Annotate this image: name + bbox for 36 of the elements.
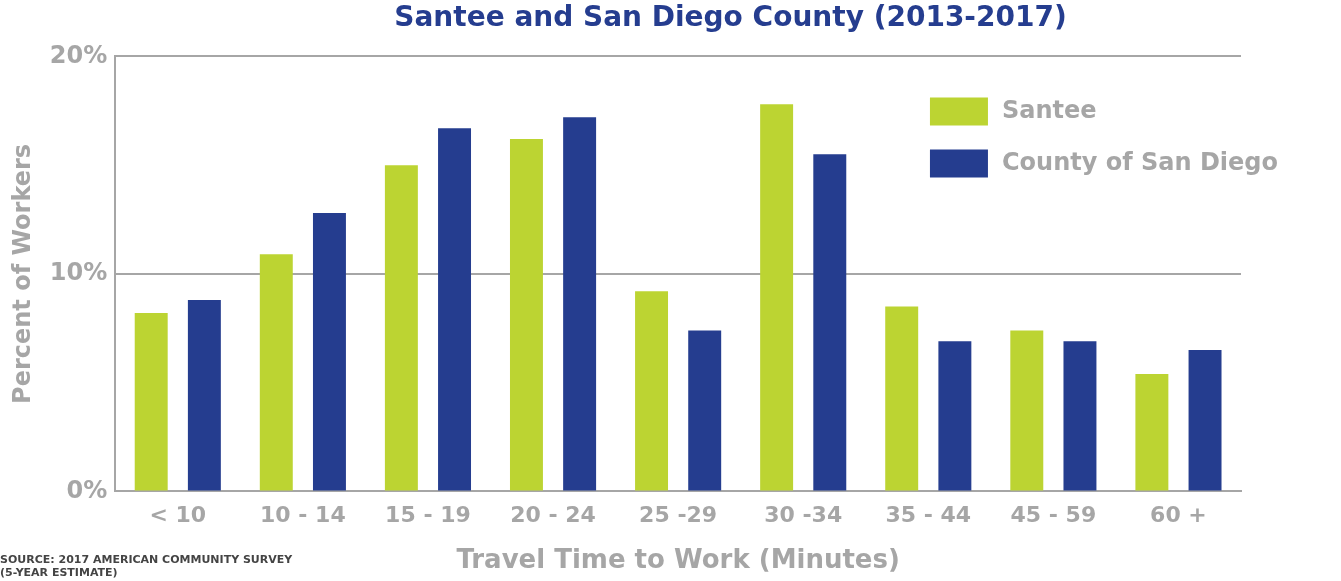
- bar: [813, 154, 847, 491]
- x-tick-label: 10 - 14: [260, 502, 346, 528]
- bar: [760, 104, 794, 491]
- x-axis-title: Travel Time to Work (Minutes): [456, 544, 900, 575]
- y-axis-title: Percent of Workers: [7, 143, 36, 404]
- x-tick-label: 20 - 24: [510, 502, 596, 528]
- bar: [259, 254, 293, 491]
- bar: [688, 330, 722, 491]
- bar: [1135, 373, 1169, 491]
- x-tick-label: 25 -29: [639, 502, 718, 528]
- y-tick-label: 20%: [49, 40, 108, 69]
- x-tick-label: 60 +: [1150, 502, 1207, 528]
- chart-title: Santee and San Diego County (2013-2017): [393, 0, 1068, 34]
- bar: [1063, 341, 1097, 491]
- bar: [1010, 330, 1044, 491]
- bar: [938, 341, 972, 491]
- x-tick-label: < 10: [149, 502, 207, 528]
- y-tick-label: 10%: [49, 258, 108, 287]
- bar: [563, 117, 597, 491]
- bar: [1188, 350, 1222, 491]
- y-tick-label: 0%: [66, 475, 108, 504]
- bar: [635, 291, 669, 491]
- bar: [885, 306, 919, 491]
- bar: [187, 300, 221, 491]
- bar: [134, 313, 168, 491]
- bar: [384, 165, 418, 491]
- x-tick-label: 30 -34: [764, 502, 843, 528]
- x-tick-label: 15 - 19: [385, 502, 471, 528]
- x-tick-label: 45 - 59: [1010, 502, 1097, 528]
- legend-label: County of San Diego: [1001, 147, 1278, 176]
- bar: [438, 128, 472, 491]
- source-note: SOURCE: 2017 AMERICAN COMMUNITY SURVEY (5-YEAR ESTIMATE): [0, 553, 293, 579]
- bar: [312, 213, 346, 491]
- legend-label: Santee: [1001, 95, 1097, 124]
- bar: [509, 139, 543, 491]
- x-tick-label: 35 - 44: [885, 502, 972, 528]
